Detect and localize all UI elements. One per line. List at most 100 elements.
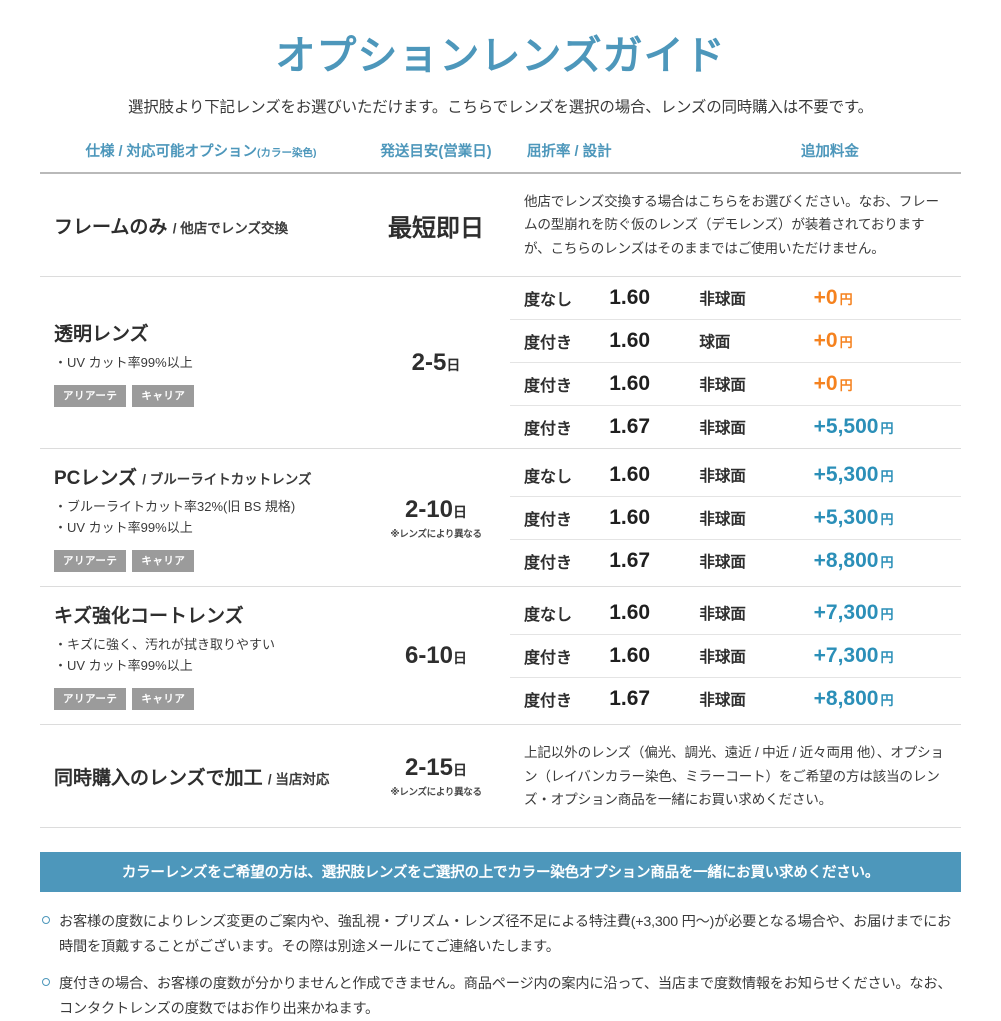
column-header-refraction: 屈折率 / 設計 <box>527 144 612 160</box>
price-fee-amount: +0 <box>813 286 838 310</box>
price-fee-amount: +5,300 <box>813 505 879 529</box>
price-fee-amount: +5,500 <box>813 415 879 439</box>
price-index: 1.60 <box>609 496 700 540</box>
option-tag: キャリア <box>132 688 195 711</box>
description-cell-simultaneous-purchase: 上記以外のレンズ（偏光、調光、遠近 / 中近 / 近々両用 他）、オプション（レ… <box>510 725 961 828</box>
color-lens-banner: カラーレンズをご希望の方は、選択肢レンズをご選択の上でカラー染色オプション商品を… <box>40 852 961 893</box>
price-row: 度付き 1.67 非球面 +5,500 円 <box>510 406 961 449</box>
table-header-row: 仕様 / 対応可能オプション(カラー染色) 発送目安(営業日) 屈折率 / 設計… <box>40 139 961 172</box>
spec-cell-simultaneous-purchase: 同時購入のレンズで加工 / 当店対応 <box>40 725 362 828</box>
price-degree: 度付き <box>524 421 573 439</box>
price-index: 1.67 <box>609 548 651 572</box>
price-fee-currency: 円 <box>880 554 894 570</box>
price-fee-currency: 円 <box>880 468 894 484</box>
circle-bullet-icon <box>42 978 50 987</box>
price-degree: 度付き <box>510 319 610 364</box>
shipping-unit: 日 <box>453 503 468 520</box>
page-title: オプションレンズガイド <box>275 34 726 78</box>
spec-bullet: ・UV カット率99%以上 <box>54 354 193 370</box>
price-fee-currency: 円 <box>880 692 894 708</box>
price-design: 非球面 <box>699 277 808 321</box>
price-index: 1.60 <box>609 634 700 678</box>
shipping-unit: 日 <box>453 649 468 666</box>
note-item: お客様の度数によりレンズ変更のご案内や、強乱視・プリズム・レンズ径不足による特注… <box>40 910 961 959</box>
price-fee-amount: +7,300 <box>813 643 879 667</box>
table-row: 同時購入のレンズで加工 / 当店対応 2-15日 ※レンズにより異なる 上記以外のレン… <box>40 725 961 828</box>
price-fee-currency: 円 <box>880 511 894 527</box>
price-fee-currency: 円 <box>880 421 894 437</box>
spec-title-sub: / 当店対応 <box>267 771 330 787</box>
shipping-cell-simultaneous-purchase: 2-15日 ※レンズにより異なる <box>362 725 510 828</box>
spec-title-sub: / 他店でレンズ交換 <box>172 220 288 236</box>
spec-title-main: PCレンズ <box>54 468 138 490</box>
shipping-estimate: 2-15日 <box>366 754 506 782</box>
notes-list: お客様の度数によりレンズ変更のご案内や、強乱視・プリズム・レンズ径不足による特注… <box>40 910 961 1021</box>
table-row: PCレンズ / ブルーライトカットレンズ・ブルーライトカット率32%(旧 BS … <box>40 449 961 587</box>
spec-title-sub: / ブルーライトカットレンズ <box>142 472 312 488</box>
note-text: お客様の度数によりレンズ変更のご案内や、強乱視・プリズム・レンズ径不足による特注… <box>59 914 952 955</box>
price-row: 度付き 1.60 球面 +0 円 <box>510 319 961 364</box>
spec-title: 同時購入のレンズで加工 / 当店対応 <box>54 763 362 790</box>
shipping-estimate: 6-10日 <box>366 642 506 670</box>
spec-bullet: ・UV カット率99%以上 <box>54 658 193 674</box>
spec-bullets: ・ブルーライトカット率32%(旧 BS 規格) ・UV カット率99%以上 <box>54 496 362 538</box>
price-index: 1.60 <box>609 362 700 407</box>
spec-bullet: ・UV カット率99%以上 <box>54 520 193 536</box>
price-row: 度付き 1.60 非球面 +5,300 円 <box>510 496 961 540</box>
price-row: 度付き 1.67 非球面 +8,800 円 <box>510 539 961 582</box>
price-degree: 度付き <box>524 692 573 710</box>
price-degree: 度なし <box>510 277 610 321</box>
note-item: 度付きの場合、お客様の度数が分かりませんと作成できません。商品ページ内の案内に沿… <box>40 972 961 1021</box>
price-table: 度なし 1.60 非球面 +7,300 円度付き 1.60 非球面 +7,300 円度付き 1.6… <box>510 591 961 720</box>
option-tag: アリアーテ <box>54 688 127 711</box>
spec-cell-clear-lens: 透明レンズ・UV カット率99%以上アリアーテ キャリア <box>40 277 362 449</box>
price-fee-amount: +8,800 <box>813 548 879 572</box>
price-degree: 度付き <box>510 496 610 540</box>
spec-bullet: ・キズに強く、汚れが拭き取りやすい <box>54 637 276 653</box>
column-header-shipping: 発送目安(営業日) <box>380 144 492 160</box>
table-body: フレームのみ / 他店でレンズ交換 最短即日 他店でレンズ交換する場合はこちらをお選… <box>40 173 961 828</box>
price-table: 度なし 1.60 非球面 +5,300 円度付き 1.60 非球面 +5,300 円度付き 1.6… <box>510 453 961 582</box>
price-design: 非球面 <box>699 591 808 635</box>
price-design: 非球面 <box>699 634 808 678</box>
price-cell-pc-lens: 度なし 1.60 非球面 +5,300 円度付き 1.60 非球面 +5,300 円度付き 1.6… <box>510 449 961 587</box>
price-row: 度なし 1.60 非球面 +7,300 円 <box>510 591 961 635</box>
shipping-cell-frame-only: 最短即日 <box>362 173 510 277</box>
price-fee: +5,300 円 <box>807 453 961 497</box>
price-cell-clear-lens: 度なし 1.60 非球面 +0 円度付き 1.60 球面 +0 円度付き 1.60 非球面 +0 円度付… <box>510 277 961 449</box>
price-index: 1.60 <box>609 591 700 635</box>
spec-title: フレームのみ / 他店でレンズ交換 <box>54 212 362 239</box>
price-design: 非球面 <box>699 420 746 438</box>
shipping-cell-scratch-coat-lens: 6-10日 <box>362 587 510 725</box>
spec-cell-frame-only: フレームのみ / 他店でレンズ交換 <box>40 173 362 277</box>
price-table: 度なし 1.60 非球面 +0 円度付き 1.60 球面 +0 円度付き 1.60 非球面 +0 円度付… <box>510 277 961 448</box>
lens-guide-table: 仕様 / 対応可能オプション(カラー染色) 発送目安(営業日) 屈折率 / 設計… <box>40 139 961 828</box>
price-cell-scratch-coat-lens: 度なし 1.60 非球面 +7,300 円度付き 1.60 非球面 +7,300 円度付き 1.6… <box>510 587 961 725</box>
price-row: 度付き 1.67 非球面 +8,800 円 <box>510 677 961 720</box>
shipping-estimate: 2-5日 <box>366 349 506 377</box>
price-fee-currency: 円 <box>839 335 853 351</box>
price-fee: +8,800 円 <box>808 677 961 720</box>
shipping-value: 最短即日 <box>388 214 484 242</box>
price-index: 1.60 <box>609 277 700 321</box>
spec-title-main: 透明レンズ <box>54 323 149 345</box>
shipping-value: 2-5 <box>411 348 447 376</box>
price-fee: +0 円 <box>807 319 961 364</box>
price-fee: +7,300 円 <box>807 634 961 678</box>
spec-title-main: キズ強化コートレンズ <box>54 606 244 628</box>
price-fee: +7,300 円 <box>807 591 961 635</box>
price-row: 度なし 1.60 非球面 +0 円 <box>510 277 961 321</box>
column-header-spec-sub: (カラー染色) <box>257 147 317 159</box>
shipping-unit: 日 <box>453 762 468 779</box>
option-tags: アリアーテ キャリア <box>54 384 362 407</box>
price-degree: 度付き <box>524 554 573 572</box>
price-fee-amount: +0 <box>813 329 838 353</box>
shipping-value: 2-10 <box>404 495 454 523</box>
option-tags: アリアーテ キャリア <box>54 688 362 711</box>
spec-bullets: ・UV カット率99%以上 <box>54 352 362 373</box>
price-fee-amount: +5,300 <box>813 462 879 486</box>
price-row: 度付き 1.60 非球面 +7,300 円 <box>510 634 961 678</box>
column-header-fee: 追加料金 <box>800 144 859 160</box>
spec-cell-scratch-coat-lens: キズ強化コートレンズ・キズに強く、汚れが拭き取りやすい ・UV カット率99%以上… <box>40 587 362 725</box>
option-tag: アリアーテ <box>54 384 127 407</box>
